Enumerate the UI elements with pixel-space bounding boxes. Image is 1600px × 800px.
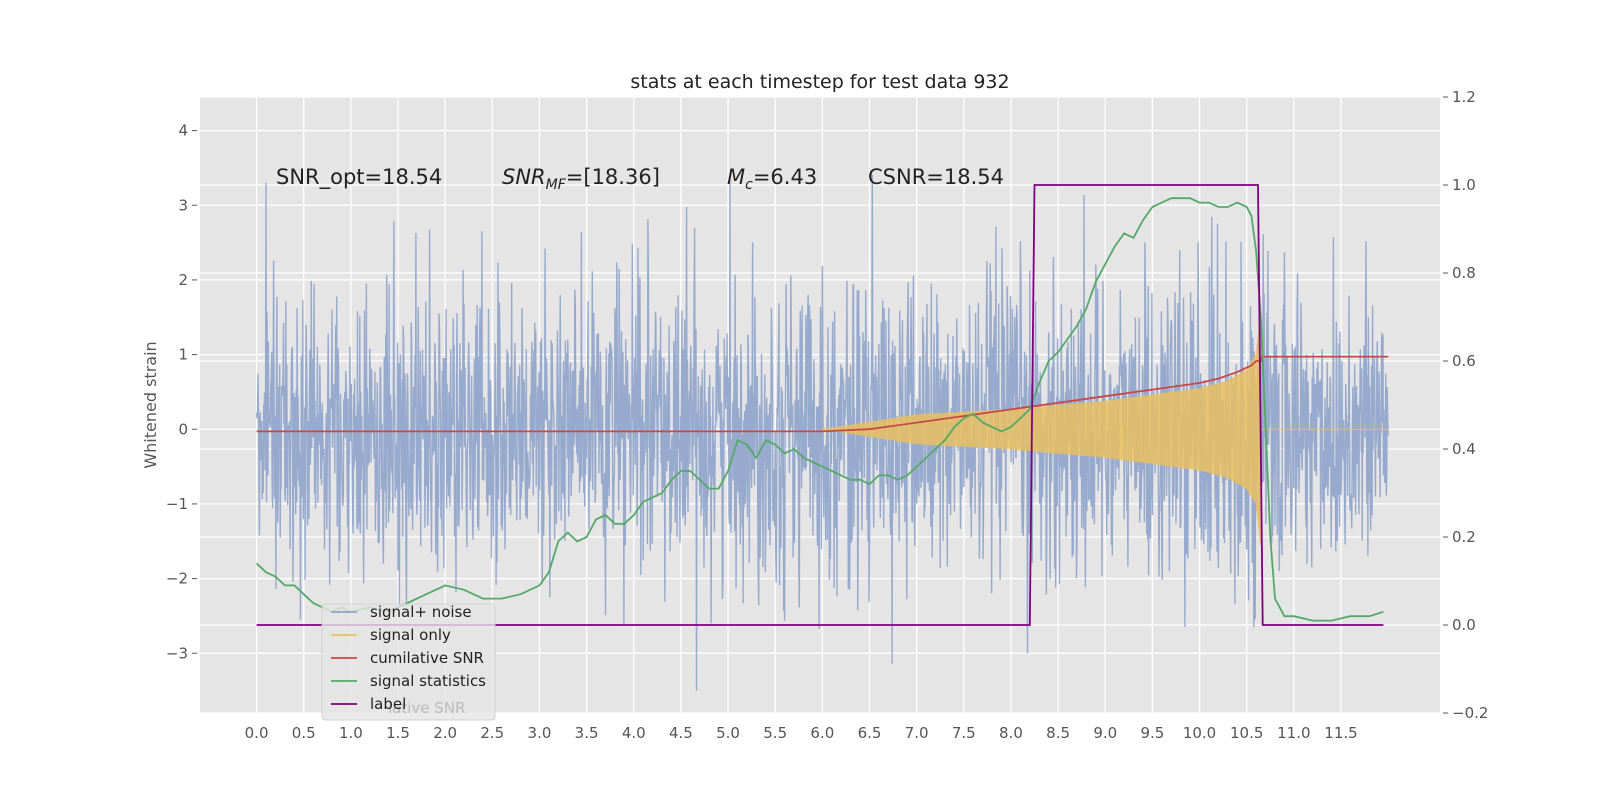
legend: lative SNR signal+ noise signal only cumil… <box>321 603 496 721</box>
label-line <box>256 184 1384 626</box>
x-tick-label: 0.5 <box>292 724 316 742</box>
x-tick-label: 9.0 <box>1093 724 1117 742</box>
y-tick-label: −3 <box>166 644 188 662</box>
annotation-mc: Mc=6.43 <box>727 165 817 193</box>
annotation-mc-main: M <box>727 165 745 189</box>
legend-label: label <box>370 695 406 713</box>
y-tick-label: −2 <box>166 570 188 588</box>
legend-items: signal+ noise signal only cumilative SNR si… <box>331 603 486 713</box>
signal-noise-series <box>255 174 1389 691</box>
y2-tick-label: 1.0 <box>1452 176 1476 194</box>
chart-title: stats at each timestep for test data 932 <box>630 71 1009 93</box>
x-tick-label: 10.0 <box>1183 724 1216 742</box>
signal-statistics-line <box>255 197 1384 622</box>
cumilative-snr-line <box>256 355 1389 433</box>
y2-tick-label: 1.2 <box>1452 88 1476 106</box>
y-axis-title: Whitened strain <box>141 341 160 468</box>
annotation-snr-mf: SNRMF=[18.36] <box>502 165 660 193</box>
x-tick-label: 1.0 <box>339 724 363 742</box>
annotation-mc-sub: c <box>745 177 753 193</box>
x-tick-label: 5.0 <box>716 724 740 742</box>
annotation-snr-opt: SNR_opt=18.54 <box>276 165 442 190</box>
x-axis-ticks: 0.0 0.5 1.0 1.5 2.0 2.5 3.0 3.5 4.0 4.5 5.0 5.5 6.0 6… <box>245 724 1358 742</box>
right-axis-series <box>255 184 1389 626</box>
x-tick-label: 8.0 <box>999 724 1023 742</box>
legend-label: signal+ noise <box>370 603 472 621</box>
legend-label: cumilative SNR <box>370 649 484 667</box>
x-tick-label: 4.0 <box>622 724 646 742</box>
x-tick-label: 11.5 <box>1324 724 1357 742</box>
x-tick-label: 6.0 <box>810 724 834 742</box>
x-tick-label: 10.5 <box>1230 724 1263 742</box>
legend-hidden-text: lative SNR <box>388 699 465 717</box>
x-tick-label: 5.5 <box>763 724 787 742</box>
signal-only-series <box>822 311 1389 546</box>
x-tick-label: 2.5 <box>480 724 504 742</box>
y-tick-label: 0 <box>178 420 188 438</box>
y2-tick-label: 0.8 <box>1452 264 1476 282</box>
annotation-snr-mf-main: SNR <box>502 165 546 189</box>
x-tick-label: 2.0 <box>433 724 457 742</box>
x-tick-label: 7.5 <box>952 724 976 742</box>
y2-tick-label: 0.0 <box>1452 616 1476 634</box>
legend-label: signal statistics <box>370 672 486 690</box>
y-axis-ticks: 4 3 2 1 0 −1 −2 −3 <box>166 122 197 662</box>
x-tick-label: 0.0 <box>245 724 269 742</box>
legend-label: signal only <box>370 626 451 644</box>
y-tick-label: 3 <box>178 196 188 214</box>
x-tick-label: 6.5 <box>858 724 882 742</box>
x-tick-label: 1.5 <box>386 724 410 742</box>
y2-tick-label: 0.6 <box>1452 352 1476 370</box>
annotation-csnr: CSNR=18.54 <box>868 165 1004 189</box>
signal-noise-line <box>255 174 1389 691</box>
x-tick-label: 3.5 <box>575 724 599 742</box>
y-tick-label: 2 <box>178 271 188 289</box>
annotation-snr-mf-sub: MF <box>546 177 567 193</box>
y2-axis-ticks: 1.2 1.0 0.8 0.6 0.4 0.2 0.0 −0.2 <box>1443 88 1488 722</box>
x-tick-label: 3.0 <box>528 724 552 742</box>
y2-tick-label: −0.2 <box>1452 704 1488 722</box>
annotation-mc-value: =6.43 <box>753 165 817 189</box>
x-tick-label: 8.5 <box>1046 724 1070 742</box>
x-tick-label: 4.5 <box>669 724 693 742</box>
y2-tick-label: 0.2 <box>1452 528 1476 546</box>
x-tick-label: 11.0 <box>1277 724 1310 742</box>
legend-box <box>321 603 496 721</box>
x-tick-label: 9.5 <box>1140 724 1164 742</box>
x-tick-label: 7.0 <box>905 724 929 742</box>
y2-tick-label: 0.4 <box>1452 440 1476 458</box>
y-tick-label: 4 <box>178 122 188 140</box>
signal-only-line <box>822 311 1389 546</box>
y-tick-label: 1 <box>178 346 188 364</box>
annotation-snr-mf-value: =[18.36] <box>566 165 660 189</box>
y-tick-label: −1 <box>166 495 188 513</box>
